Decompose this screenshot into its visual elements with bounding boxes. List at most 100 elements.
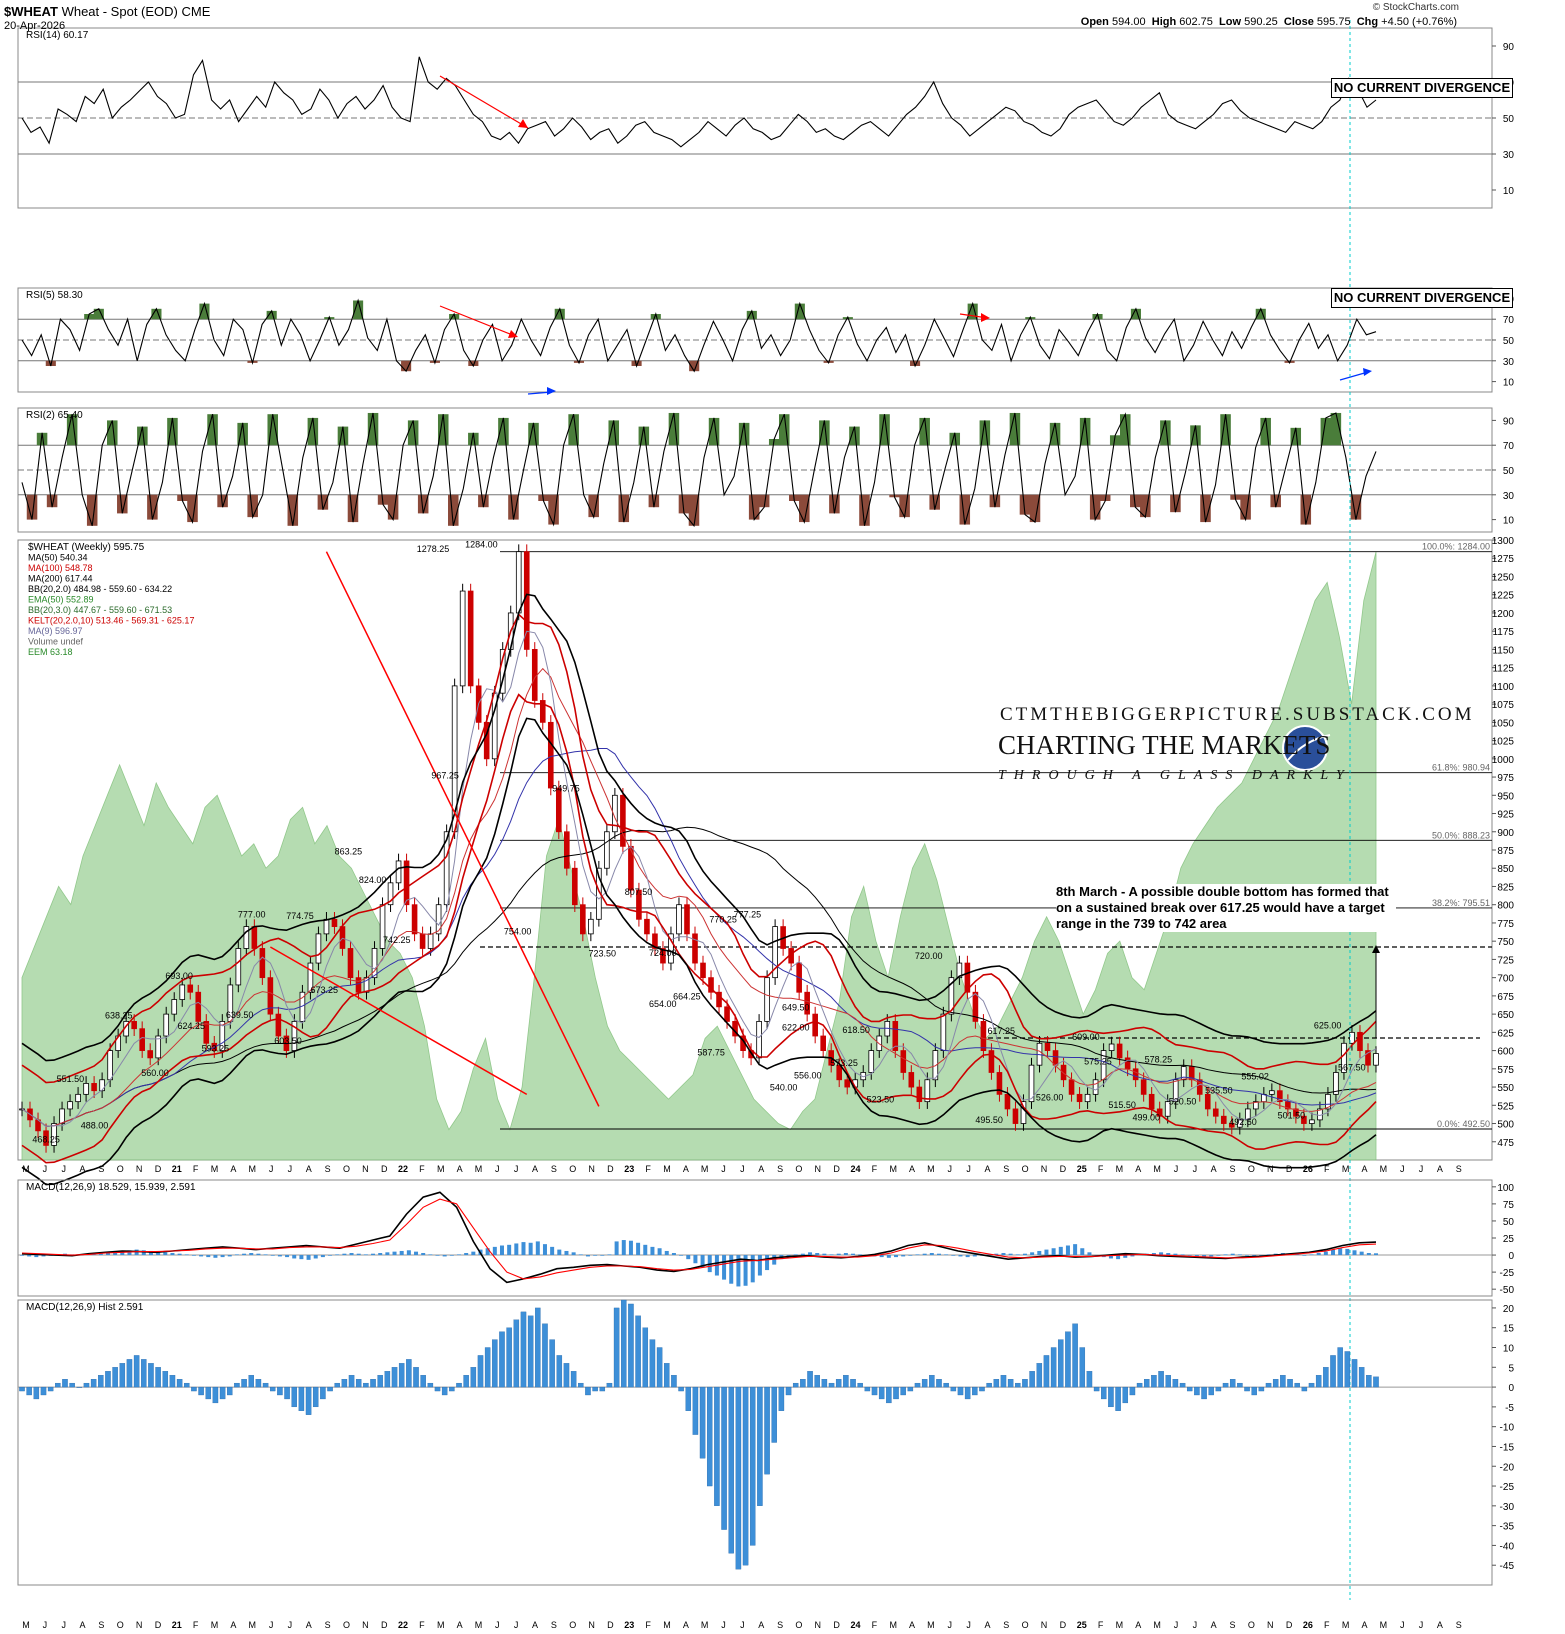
rsi5-overbought-fill	[1255, 308, 1266, 320]
price-annotation: 555.02	[1241, 1071, 1269, 1081]
macd-axis-tick-label: -50	[1500, 1285, 1515, 1296]
macd-inner-bar	[206, 1255, 211, 1258]
ma200-line	[21, 826, 1377, 1127]
fib-label: 38.2%: 795.51	[1432, 898, 1490, 908]
price-candle	[243, 926, 250, 949]
macd-inner-bar	[600, 1255, 605, 1256]
price-candle	[267, 977, 274, 1015]
hist-bar	[728, 1386, 734, 1554]
hist-bar	[721, 1386, 727, 1530]
price-x-month-label: J	[495, 1164, 500, 1174]
kelt-lower-line	[21, 693, 1377, 1164]
hist-bar	[76, 1386, 83, 1388]
hist-bar	[90, 1379, 97, 1388]
rsi2-overbought-fill	[1290, 427, 1302, 446]
bottom-x-month-label: N	[1041, 1620, 1048, 1630]
price-candle	[171, 999, 178, 1015]
rsi5-overbought-fill	[1092, 314, 1103, 320]
macd-inner-bar	[34, 1255, 39, 1258]
macd-inner-bar	[1252, 1255, 1257, 1257]
hist-bar	[112, 1367, 118, 1388]
hist-bar	[1000, 1375, 1007, 1388]
price-candle	[1180, 1066, 1187, 1081]
price-axis-tick-label: 550	[1497, 1083, 1514, 1094]
support-trend-line	[269, 946, 528, 1096]
price-candle	[435, 904, 442, 935]
hist-axis-tick-label: -30	[1500, 1502, 1515, 1513]
bb-lower-line	[21, 717, 1377, 1186]
macd-inner-bar	[1116, 1255, 1121, 1260]
hist-bar	[269, 1386, 276, 1392]
price-x-month-label: J	[61, 1164, 66, 1174]
rsi5-overbought-fill	[449, 314, 460, 320]
hist-bar	[155, 1367, 161, 1388]
bottom-x-month-label: J	[1419, 1620, 1424, 1630]
rsi2-overbought-fill	[207, 414, 218, 446]
price-candle	[323, 918, 330, 935]
hist-bar	[384, 1371, 391, 1388]
price-annotation: 515.50	[1108, 1100, 1136, 1110]
price-x-month-label: O	[117, 1164, 124, 1174]
macd-inner-bar	[901, 1255, 906, 1257]
price-x-month-label: M	[1380, 1164, 1388, 1174]
hist-bar	[957, 1386, 964, 1396]
bottom-x-month-label: 25	[1077, 1620, 1087, 1630]
watermark-title: CHARTING THE MARKETS	[998, 730, 1331, 760]
macd-inner-bar	[328, 1255, 333, 1256]
rsi2-oversold-fill	[1170, 494, 1181, 513]
price-annotation: 573.25	[830, 1058, 858, 1068]
price-candle	[1076, 1093, 1083, 1103]
rsi14-axis-tick-label: 50	[1503, 114, 1515, 125]
hist-bar	[986, 1382, 992, 1388]
price-candle	[1325, 1093, 1331, 1110]
macd-inner-bar	[722, 1255, 727, 1280]
rsi5-axis-tick-label: 10	[1503, 378, 1515, 389]
hist-bar	[1015, 1382, 1021, 1388]
price-candle	[868, 1050, 875, 1073]
price-candle	[75, 1093, 81, 1103]
price-x-month-label: M	[889, 1164, 897, 1174]
bottom-x-month-label: S	[1456, 1620, 1462, 1630]
hist-bar	[850, 1379, 856, 1388]
hist-bar	[191, 1386, 197, 1392]
price-x-month-label: A	[984, 1164, 990, 1174]
hist-bar	[406, 1359, 412, 1388]
hist-bar	[1101, 1386, 1107, 1400]
price-x-month-label: O	[1248, 1164, 1255, 1174]
macd-inner-bar	[249, 1253, 254, 1256]
rsi2-overbought-fill	[267, 414, 279, 446]
hist-bar	[757, 1386, 763, 1506]
price-annotation: 723.50	[589, 949, 617, 959]
price-annotation: 625.00	[1314, 1020, 1342, 1030]
rsi5-overbought-fill	[650, 314, 661, 320]
hist-bar	[248, 1375, 254, 1388]
price-annotation: 603.50	[274, 1036, 302, 1046]
price-x-month-label: M	[22, 1164, 30, 1174]
macd-inner-bar	[499, 1245, 504, 1256]
hist-bar	[878, 1386, 885, 1400]
price-annotation: 501.50	[1278, 1110, 1306, 1120]
hist-frame	[17, 1299, 1493, 1586]
macd-inner-bar	[750, 1255, 755, 1283]
price-annotation: 575.25	[1084, 1057, 1112, 1067]
hist-bar	[284, 1386, 290, 1400]
rsi2-overbought-fill	[1220, 414, 1231, 446]
macd-inner-bar	[1065, 1245, 1070, 1256]
macd-inner-bar	[163, 1252, 168, 1256]
rsi2-overbought-fill	[638, 426, 650, 446]
rsi2-oversold-fill	[859, 494, 870, 526]
bottom-x-month-label: J	[1193, 1620, 1198, 1630]
macd-inner-bar	[492, 1246, 497, 1256]
hist-bar	[1108, 1386, 1114, 1408]
price-annotation: 551.50	[57, 1074, 85, 1084]
price-candle	[916, 1086, 923, 1103]
price-candle	[756, 1021, 762, 1059]
price-candle	[1301, 1115, 1307, 1124]
macd-inner-bar	[306, 1255, 311, 1260]
rsi2-oversold-fill	[46, 494, 58, 508]
price-candle	[996, 1072, 1003, 1095]
rsi5-overbought-fill	[266, 310, 277, 320]
price-x-month-label: S	[1230, 1164, 1236, 1174]
rsi5-line	[21, 298, 1377, 373]
rsi2-overbought-fill	[608, 420, 620, 446]
